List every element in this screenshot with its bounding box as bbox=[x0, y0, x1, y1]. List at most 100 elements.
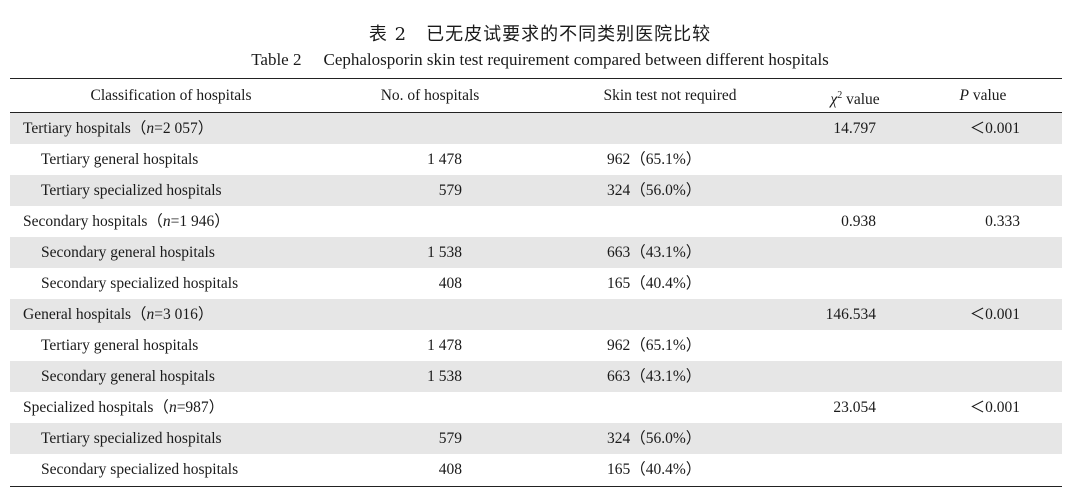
table-row: Tertiary specialized hospitals 579 324（56.… bbox=[10, 175, 1062, 206]
table-header: Classification of hospitals No. of hospi… bbox=[10, 80, 1062, 112]
table-group-row: Tertiary hospitals（n=2 057） 14.797 ＜0.001 bbox=[10, 113, 1062, 144]
n-symbol: n bbox=[146, 120, 155, 137]
row-skin-test-not-required: 324（56.0%） bbox=[607, 182, 702, 199]
table-group-row: General hospitals（n=3 016） 146.534 ＜0.001 bbox=[10, 299, 1062, 330]
row-classification: Specialized hospitals（n=987） bbox=[10, 392, 345, 423]
row-chi-square-value: 146.534 bbox=[825, 306, 876, 323]
row-chi-square-value bbox=[770, 330, 876, 361]
row-chi-square-value bbox=[770, 454, 876, 485]
row-p-value bbox=[910, 144, 1020, 175]
table-body: Tertiary hospitals（n=2 057） 14.797 ＜0.001 T… bbox=[10, 113, 1062, 485]
table-row: Tertiary specialized hospitals 579 324（56.… bbox=[10, 423, 1062, 454]
row-skin-test-not-required: 663（43.1%） bbox=[607, 368, 702, 385]
p-symbol: P bbox=[959, 87, 969, 104]
table-number: Table 2 bbox=[251, 50, 302, 69]
group-label: Secondary hospitals（ bbox=[23, 213, 163, 230]
row-number-of-hospitals bbox=[332, 113, 462, 144]
group-count: =1 946） bbox=[170, 213, 230, 230]
row-number-of-hospitals: 408 bbox=[438, 461, 462, 478]
header-chi-square-value: χ2 value bbox=[800, 80, 910, 111]
table-title-english: Table 2 Cephalosporin skin test requireme… bbox=[0, 50, 1080, 70]
chi-suffix: value bbox=[842, 91, 880, 109]
row-classification: Tertiary hospitals（n=2 057） bbox=[10, 113, 345, 144]
row-classification: Secondary general hospitals bbox=[41, 368, 215, 385]
group-count: =2 057） bbox=[154, 120, 214, 137]
table-group-row: Secondary hospitals（n=1 946） 0.938 0.333 bbox=[10, 206, 1062, 237]
row-skin-test-not-required: 962（65.1%） bbox=[607, 337, 702, 354]
row-p-value bbox=[910, 423, 1020, 454]
row-p-value bbox=[910, 237, 1020, 268]
row-chi-square-value bbox=[770, 423, 876, 454]
row-number-of-hospitals bbox=[332, 206, 462, 237]
row-p-value bbox=[910, 175, 1020, 206]
row-number-of-hospitals: 408 bbox=[438, 275, 462, 292]
row-skin-test-not-required bbox=[550, 113, 790, 144]
row-skin-test-not-required: 165（40.4%） bbox=[607, 461, 702, 478]
row-p-value bbox=[910, 330, 1020, 361]
row-p-value bbox=[910, 268, 1020, 299]
p-suffix: value bbox=[969, 87, 1007, 104]
row-skin-test-not-required: 962（65.1%） bbox=[607, 151, 702, 168]
header-rule bbox=[10, 112, 1062, 113]
row-chi-square-value: 23.054 bbox=[833, 399, 876, 416]
table-title-chinese: 表 2 已无皮试要求的不同类别医院比较 bbox=[368, 24, 712, 45]
row-chi-square-value bbox=[770, 237, 876, 268]
row-skin-test-not-required: 165（40.4%） bbox=[607, 275, 702, 292]
table-group-row: Specialized hospitals（n=987） 23.054 ＜0.001 bbox=[10, 392, 1062, 423]
header-p-value: P value bbox=[928, 80, 1038, 111]
row-skin-test-not-required: 324（56.0%） bbox=[607, 430, 702, 447]
row-skin-test-not-required: 663（43.1%） bbox=[607, 244, 702, 261]
top-rule bbox=[10, 78, 1062, 79]
row-number-of-hospitals: 1 478 bbox=[427, 337, 462, 354]
row-number-of-hospitals: 1 538 bbox=[427, 368, 462, 385]
header-skin-test-not-required: Skin test not required bbox=[603, 87, 737, 104]
table-row: Secondary general hospitals 1 538 663（43.1… bbox=[10, 237, 1062, 268]
row-number-of-hospitals bbox=[332, 392, 462, 423]
table-row: Tertiary general hospitals 1 478 962（65.1%… bbox=[10, 144, 1062, 175]
row-classification: General hospitals（n=3 016） bbox=[10, 299, 345, 330]
row-classification: Secondary hospitals（n=1 946） bbox=[10, 206, 345, 237]
row-skin-test-not-required bbox=[550, 392, 790, 423]
header-number-of-hospitals: No. of hospitals bbox=[380, 87, 480, 104]
row-p-value: 0.333 bbox=[985, 213, 1020, 230]
row-classification: Tertiary specialized hospitals bbox=[41, 430, 222, 447]
row-p-value: ＜0.001 bbox=[969, 120, 1020, 137]
row-number-of-hospitals: 579 bbox=[438, 430, 462, 447]
row-classification: Secondary specialized hospitals bbox=[41, 461, 239, 478]
row-number-of-hospitals: 1 538 bbox=[427, 244, 462, 261]
row-chi-square-value: 14.797 bbox=[833, 120, 876, 137]
row-p-value bbox=[910, 361, 1020, 392]
group-count: =3 016） bbox=[154, 306, 214, 323]
row-p-value bbox=[910, 454, 1020, 485]
row-skin-test-not-required bbox=[550, 299, 790, 330]
row-classification: Secondary specialized hospitals bbox=[41, 275, 239, 292]
group-label: Specialized hospitals（ bbox=[23, 399, 169, 416]
row-chi-square-value: 0.938 bbox=[841, 213, 876, 230]
row-p-value: ＜0.001 bbox=[969, 399, 1020, 416]
row-chi-square-value bbox=[770, 361, 876, 392]
n-symbol: n bbox=[162, 213, 171, 230]
n-symbol: n bbox=[146, 306, 155, 323]
row-chi-square-value bbox=[770, 268, 876, 299]
group-label: General hospitals（ bbox=[23, 306, 147, 323]
row-number-of-hospitals bbox=[332, 299, 462, 330]
group-label: Tertiary hospitals（ bbox=[23, 120, 147, 137]
table-row: Secondary specialized hospitals 408 165（40… bbox=[10, 268, 1062, 299]
table-row: Secondary specialized hospitals 408 165（40… bbox=[10, 454, 1062, 485]
row-classification: Tertiary general hospitals bbox=[41, 337, 199, 354]
group-count: =987） bbox=[176, 399, 225, 416]
row-skin-test-not-required bbox=[550, 206, 790, 237]
chi-superscript: 2 bbox=[837, 90, 843, 101]
row-classification: Tertiary specialized hospitals bbox=[41, 182, 222, 199]
row-number-of-hospitals: 1 478 bbox=[427, 151, 462, 168]
n-symbol: n bbox=[168, 399, 177, 416]
row-classification: Secondary general hospitals bbox=[41, 244, 215, 261]
bottom-rule bbox=[10, 486, 1062, 487]
row-classification: Tertiary general hospitals bbox=[41, 151, 199, 168]
chi-symbol: χ bbox=[830, 91, 838, 109]
header-classification: Classification of hospitals bbox=[90, 87, 252, 104]
row-p-value: ＜0.001 bbox=[969, 306, 1020, 323]
row-chi-square-value bbox=[770, 144, 876, 175]
table-row: Secondary general hospitals 1 538 663（43.1… bbox=[10, 361, 1062, 392]
